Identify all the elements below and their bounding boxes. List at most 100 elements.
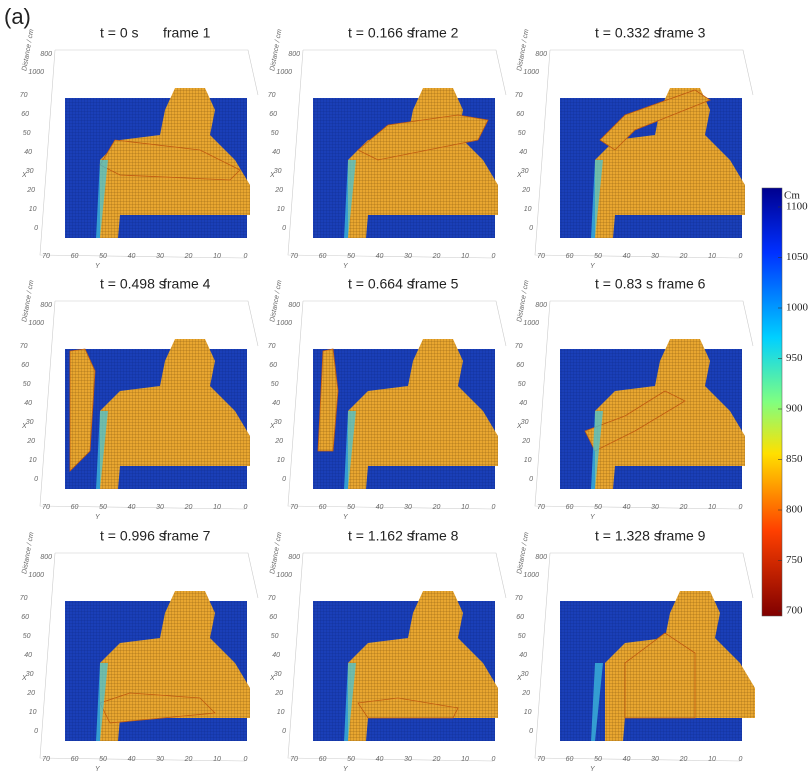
y-tick-label: 40 [623,504,631,511]
axis-box [534,49,754,259]
x-tick-label: 20 [274,187,283,194]
x-tick-label: 20 [521,438,530,445]
x-tick-label: 60 [269,614,277,621]
x-tick-label: 30 [521,168,529,175]
x-axis-label: X [516,423,522,430]
y-axis-label: Y [590,766,596,771]
x-tick-label: 60 [21,614,29,621]
y-tick-label: 70 [537,253,545,260]
y-tick-label: 30 [156,253,164,260]
y-tick-label: 40 [623,756,631,763]
panel: t = 0.83 s frame 6 Distance / cm 800 1000 0 10… [515,276,754,521]
y-tick-label: 30 [156,756,164,763]
arm-surface [357,114,489,161]
x-tick-label: 40 [272,400,280,407]
x-tick-label: 50 [23,633,31,640]
y-tick-label: 0 [244,253,248,260]
y-tick-label: 30 [404,253,412,260]
x-axis-label: X [21,172,27,179]
edge-shading [344,411,356,489]
x-tick-label: 10 [277,457,285,464]
y-tick-label: 60 [566,504,574,511]
y-tick-label: 50 [347,504,355,511]
z-tick-label: 1000 [28,320,44,327]
x-tick-label: 30 [26,168,34,175]
x-tick-label: 30 [274,419,282,426]
y-tick-label: 60 [71,756,79,763]
x-tick-label: 40 [272,149,280,156]
axis-box [287,552,507,762]
axis-box [534,300,754,510]
x-tick-label: 20 [274,438,283,445]
body-surface [348,339,498,489]
z-tick-label: 800 [535,554,547,561]
edge-shading [344,663,356,741]
panel: t = 0 s frame 1 Distance / cm 800 1000 0 10 20 3… [20,25,259,270]
arm-surface [99,139,241,181]
y-tick-label: 70 [42,253,50,260]
x-tick-label: 50 [271,633,279,640]
edge-shading [96,663,108,741]
arm-surface [357,697,459,719]
y-tick-label: 0 [244,756,248,763]
y-tick-label: 20 [184,756,193,763]
y-tick-label: 30 [651,504,659,511]
x-tick-label: 60 [516,111,524,118]
x-tick-label: 10 [29,206,37,213]
panel-frame: frame 3 [658,25,706,41]
x-tick-label: 40 [519,149,527,156]
panel-frame: frame 1 [163,25,211,41]
y-tick-label: 10 [708,504,716,511]
colorbar-tick-label: 800 [786,504,803,516]
x-tick-label: 20 [26,187,35,194]
x-tick-label: 70 [20,343,28,350]
panel-frame: frame 9 [658,528,706,544]
x-tick-label: 0 [529,225,533,232]
figure-label: (a) [4,4,31,29]
x-axis-label: X [21,675,27,682]
y-tick-label: 50 [99,504,107,511]
x-tick-label: 0 [34,225,38,232]
y-tick-label: 50 [594,253,602,260]
panel-frame: frame 4 [163,276,211,292]
x-tick-label: 10 [524,206,532,213]
y-tick-label: 10 [213,253,221,260]
z-tick-label: 800 [535,51,547,58]
y-tick-label: 50 [99,756,107,763]
y-tick-label: 40 [128,504,136,511]
y-tick-label: 0 [492,504,496,511]
x-tick-label: 50 [271,381,279,388]
x-tick-label: 50 [518,633,526,640]
z-tick-label: 1000 [523,69,539,76]
y-tick-label: 60 [319,756,327,763]
panel-frame: frame 5 [411,276,459,292]
y-tick-label: 0 [244,504,248,511]
x-tick-label: 20 [274,690,283,697]
z-axis-label: Distance / cm [21,28,35,71]
x-tick-label: 70 [515,595,523,602]
y-tick-label: 20 [184,253,193,260]
z-tick-label: 800 [40,51,52,58]
y-tick-label: 40 [623,253,631,260]
y-tick-label: 20 [679,253,688,260]
colorbar-tick-label: 750 [786,554,803,566]
y-tick-label: 20 [679,504,688,511]
x-tick-label: 50 [271,130,279,137]
x-axis-label: X [516,675,522,682]
edge-shading [591,160,603,238]
x-tick-label: 40 [24,400,32,407]
body-surface [100,339,250,489]
y-tick-label: 20 [432,504,441,511]
x-tick-label: 60 [269,111,277,118]
y-tick-label: 10 [461,504,469,511]
arm-surface [624,632,696,719]
x-tick-label: 0 [529,728,533,735]
x-tick-label: 30 [26,419,34,426]
y-tick-label: 20 [679,756,688,763]
axis-box [287,300,507,510]
y-axis-label: Y [95,263,101,270]
z-axis-label: Distance / cm [269,28,283,71]
